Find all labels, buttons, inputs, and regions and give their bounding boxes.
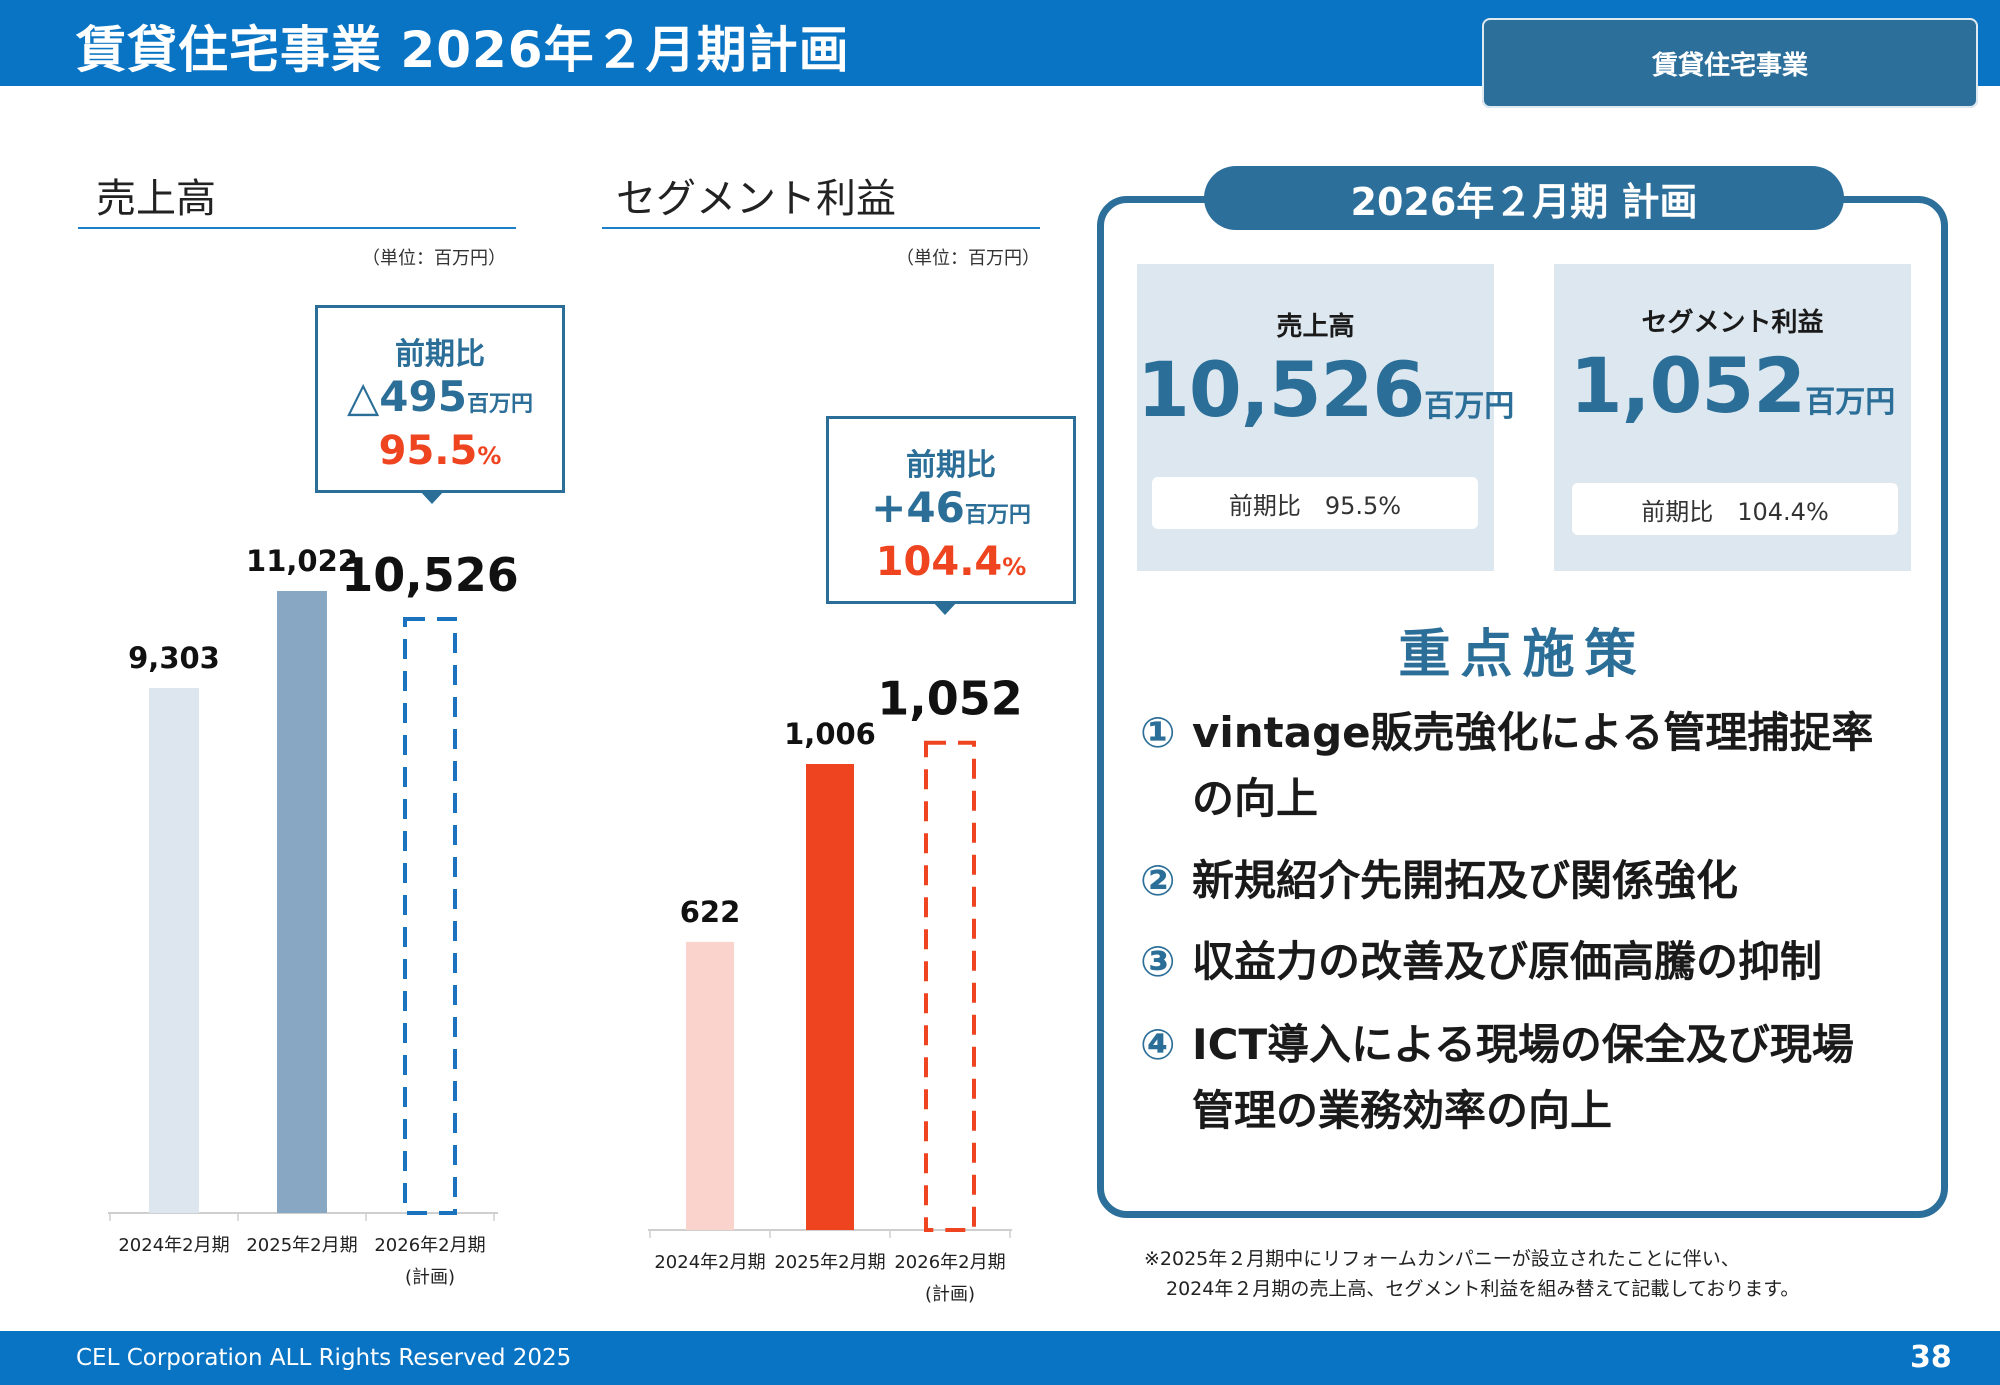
profit-callout-pointer bbox=[932, 601, 958, 615]
focus-item-2-number: ② bbox=[1140, 856, 1176, 905]
focus-item-1-number: ① bbox=[1140, 708, 1176, 757]
focus-item-1-line2: の向上 bbox=[1192, 774, 1319, 823]
sales-category-label-0: 2024年2月期 bbox=[118, 1235, 229, 1256]
focus-item-1: ① vintage販売強化による管理捕捉率 の向上 bbox=[1140, 700, 1940, 832]
focus-item-2: ② 新規紹介先開拓及び関係強化 bbox=[1140, 848, 1940, 914]
kpi-sales-card: 売上高 10,526百万円 前期比 95.5% bbox=[1137, 264, 1515, 571]
profit-category-label-2: 2026年2月期 bbox=[894, 1252, 1005, 1273]
plan-panel-tab: 2026年２月期 計画 bbox=[1204, 166, 1844, 230]
footer-copyright: CEL Corporation ALL Rights Reserved 2025 bbox=[76, 1345, 572, 1371]
focus-title: 重点施策 bbox=[1398, 625, 1647, 685]
sales-callout-ratio: 95.5% bbox=[378, 428, 502, 474]
footnote-line1: ※2025年２月期中にリフォームカンパニーが設立されたことに伴い、 bbox=[1144, 1248, 1740, 1270]
kpi-sales-value: 10,526百万円 bbox=[1137, 345, 1515, 434]
profit-unit-label: （単位：百万円） bbox=[896, 248, 1040, 269]
sales-category-sublabel-2: (計画) bbox=[405, 1267, 455, 1288]
sales-bar-0 bbox=[149, 688, 199, 1213]
focus-item-3-number: ③ bbox=[1140, 937, 1176, 986]
kpi-profit-card: セグメント利益 1,052百万円 前期比 104.4% bbox=[1554, 264, 1911, 571]
kpi-sales-yoy: 前期比 95.5% bbox=[1152, 477, 1478, 529]
sales-bar-2 bbox=[403, 616, 457, 1216]
page-number: 38 bbox=[1910, 1340, 1952, 1375]
sales-section-underline bbox=[78, 227, 516, 229]
profit-value-label-0: 622 bbox=[680, 895, 741, 929]
footnote-line2: 2024年２月期の売上高、セグメント利益を組み替えて記載しております。 bbox=[1166, 1278, 1800, 1300]
kpi-profit-yoy: 前期比 104.4% bbox=[1572, 483, 1898, 535]
sales-section-title: 売上高 bbox=[96, 176, 216, 222]
sales-value-label-0: 9,303 bbox=[128, 641, 220, 675]
focus-item-3: ③ 収益力の改善及び原価高騰の抑制 bbox=[1140, 929, 1940, 995]
profit-category-sublabel-2: (計画) bbox=[925, 1284, 975, 1305]
profit-callout-ratio: 104.4% bbox=[875, 539, 1027, 585]
footer-bar bbox=[0, 1331, 2000, 1385]
focus-item-4-line1: ICT導入による現場の保全及び現場 bbox=[1192, 1020, 1854, 1069]
profit-bar-0 bbox=[686, 941, 734, 1230]
sales-value-label-2: 10,526 bbox=[341, 548, 519, 602]
sales-yoy-callout: 前期比 △495百万円 95.5% bbox=[315, 305, 565, 493]
kpi-sales-label: 売上高 bbox=[1276, 312, 1355, 342]
profit-category-label-1: 2025年2月期 bbox=[774, 1252, 885, 1273]
focus-item-4-line2: 管理の業務効率の向上 bbox=[1192, 1086, 1613, 1135]
focus-item-1-line1: vintage販売強化による管理捕捉率 bbox=[1192, 708, 1874, 757]
sales-category-label-1: 2025年2月期 bbox=[246, 1235, 357, 1256]
profit-section-title: セグメント利益 bbox=[616, 176, 896, 222]
segment-tab[interactable]: 賃貸住宅事業 bbox=[1482, 18, 1978, 108]
profit-value-label-2: 1,052 bbox=[877, 672, 1023, 726]
profit-category-label-0: 2024年2月期 bbox=[654, 1252, 765, 1273]
focus-item-3-line1: 収益力の改善及び原価高騰の抑制 bbox=[1192, 937, 1823, 986]
kpi-profit-label: セグメント利益 bbox=[1641, 308, 1824, 338]
sales-bar-chart: 9,303 2024年2月期 11,022 2025年2月期 10,526 2026年2月… bbox=[108, 544, 519, 1288]
profit-bar-1 bbox=[806, 764, 854, 1230]
profit-yoy-callout: 前期比 +46百万円 104.4% bbox=[826, 416, 1076, 604]
kpi-profit-value: 1,052百万円 bbox=[1569, 341, 1896, 430]
sales-category-label-2: 2026年2月期 bbox=[374, 1235, 485, 1256]
page-title: 賃貸住宅事業 2026年２月期計画 bbox=[76, 21, 850, 79]
profit-bar-chart: 622 2024年2月期 1,006 2025年2月期 1,052 2026年2月期 (計画… bbox=[648, 672, 1023, 1305]
profit-value-label-1: 1,006 bbox=[784, 717, 876, 751]
sales-callout-pointer bbox=[419, 490, 445, 504]
focus-item-2-line1: 新規紹介先開拓及び関係強化 bbox=[1192, 856, 1739, 905]
profit-section-underline bbox=[602, 227, 1040, 229]
profit-bar-2 bbox=[924, 740, 976, 1232]
sales-value-label-1: 11,022 bbox=[246, 544, 358, 578]
footnote: ※2025年２月期中にリフォームカンパニーが設立されたことに伴い、 2024年２… bbox=[1144, 1244, 1799, 1304]
sales-callout-diff: △495百万円 bbox=[347, 372, 533, 421]
profit-callout-label: 前期比 bbox=[906, 448, 996, 483]
sales-bar-1 bbox=[277, 591, 327, 1213]
sales-unit-label: （単位：百万円） bbox=[362, 248, 506, 269]
profit-callout-diff: +46百万円 bbox=[871, 483, 1031, 532]
sales-callout-label: 前期比 bbox=[395, 337, 485, 372]
focus-item-4: ④ ICT導入による現場の保全及び現場 管理の業務効率の向上 bbox=[1140, 1012, 1940, 1144]
focus-item-4-number: ④ bbox=[1140, 1020, 1176, 1069]
